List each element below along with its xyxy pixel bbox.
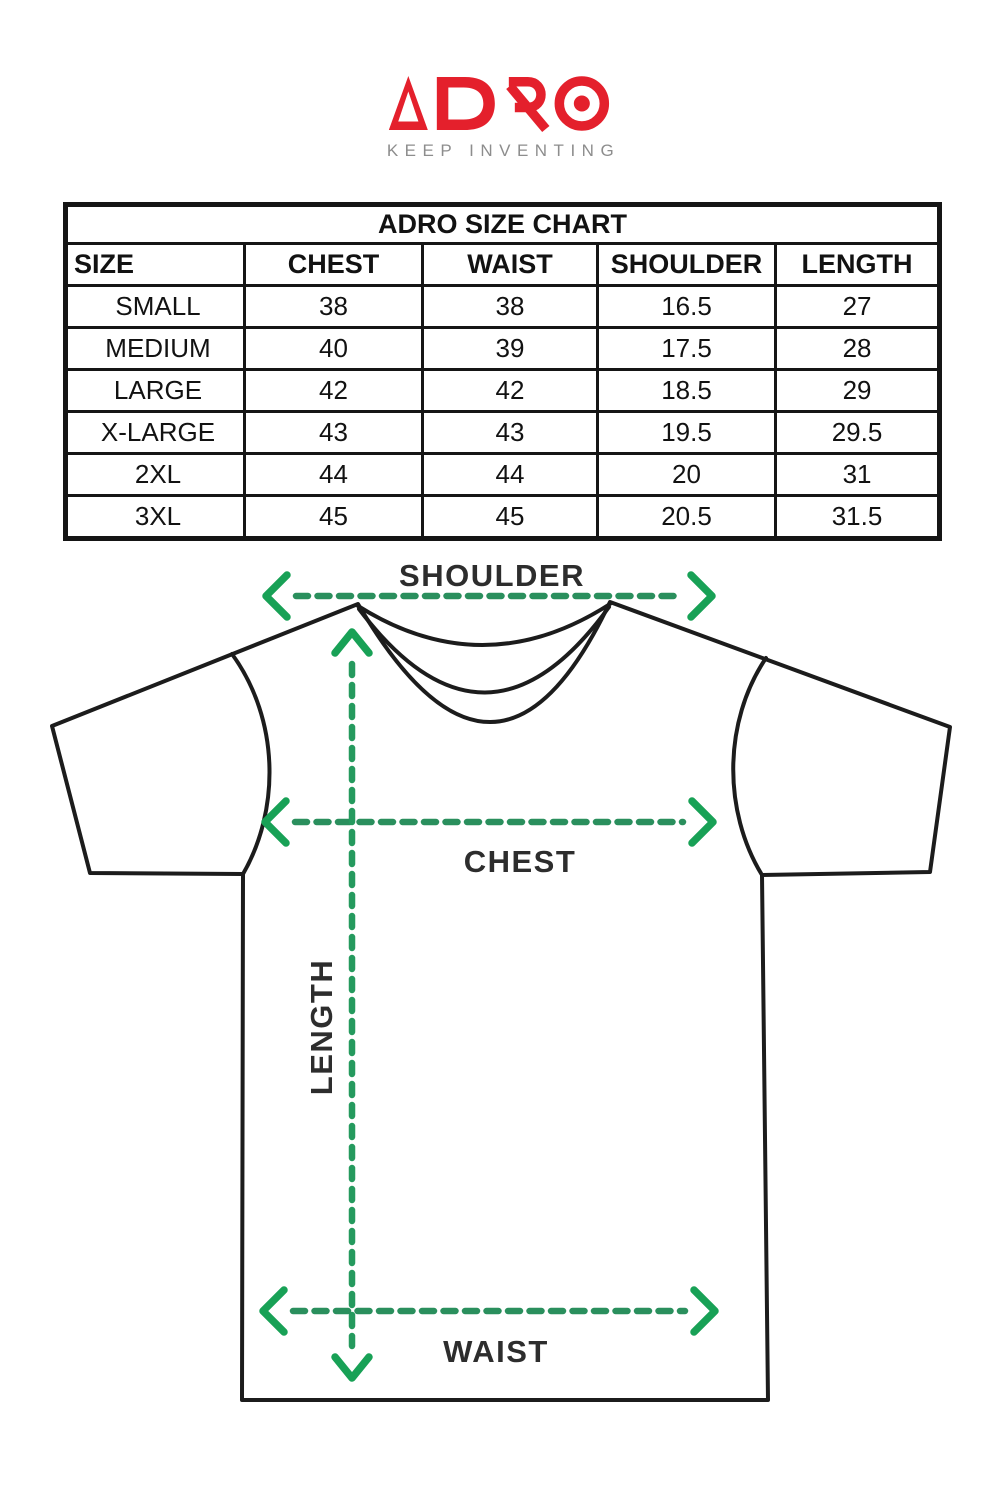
table-row-large: LARGE 42 42 18.5 29 bbox=[64, 368, 942, 413]
column-header-waist: WAIST bbox=[421, 242, 599, 287]
cell-chest: 45 bbox=[243, 494, 424, 540]
table-row-medium: MEDIUM 40 39 17.5 28 bbox=[64, 326, 942, 371]
logo-letter-a bbox=[389, 76, 428, 130]
cell-length: 31.5 bbox=[773, 494, 942, 540]
cell-size: SMALL bbox=[64, 284, 246, 329]
cell-waist: 45 bbox=[421, 494, 599, 540]
table-row-small: SMALL 38 38 16.5 27 bbox=[64, 284, 942, 329]
length-label: LENGTH bbox=[304, 958, 339, 1096]
cell-length: 29.5 bbox=[773, 410, 942, 455]
adro-logo-icon bbox=[389, 76, 610, 133]
cell-waist: 39 bbox=[421, 326, 599, 371]
arrow-left-chevron bbox=[262, 571, 291, 621]
table-row-3xl: 3XL 45 45 20.5 31.5 bbox=[64, 494, 942, 540]
cell-size: LARGE bbox=[64, 368, 246, 413]
cell-chest: 43 bbox=[243, 410, 424, 455]
cell-shoulder: 20.5 bbox=[596, 494, 777, 540]
cell-size: MEDIUM bbox=[64, 326, 246, 371]
tshirt-outline bbox=[50, 600, 952, 1402]
arrow-left-chevron bbox=[259, 1286, 288, 1336]
cell-shoulder: 17.5 bbox=[596, 326, 777, 371]
shoulder-label: SHOULDER bbox=[399, 558, 585, 593]
cell-size: 3XL bbox=[64, 494, 246, 540]
table-title-row: ADRO SIZE CHART bbox=[63, 203, 942, 245]
length-arrow bbox=[331, 628, 373, 1382]
cell-length: 31 bbox=[773, 452, 942, 497]
waist-label: WAIST bbox=[443, 1334, 549, 1369]
table-header-row: SIZE CHEST WAIST SHOULDER LENGTH bbox=[64, 242, 942, 287]
chest-label: CHEST bbox=[463, 844, 577, 879]
chest-arrow bbox=[261, 797, 717, 847]
logo-letter-d bbox=[437, 77, 495, 130]
logo-letter-o bbox=[554, 76, 610, 131]
table-row-2xl: 2XL 44 44 20 31 bbox=[64, 452, 942, 497]
cell-length: 29 bbox=[773, 368, 942, 413]
arrow-right-chevron bbox=[690, 1286, 719, 1336]
logo-letter-r bbox=[506, 77, 550, 133]
cell-chest: 38 bbox=[243, 284, 424, 329]
cell-shoulder: 16.5 bbox=[596, 284, 777, 329]
cell-waist: 44 bbox=[421, 452, 599, 497]
column-header-length: LENGTH bbox=[773, 242, 942, 287]
cell-chest: 40 bbox=[243, 326, 424, 371]
cell-shoulder: 20 bbox=[596, 452, 777, 497]
collar-arc-middle bbox=[357, 605, 611, 695]
cell-shoulder: 19.5 bbox=[596, 410, 777, 455]
tshirt-measurement-diagram bbox=[50, 571, 952, 1402]
arrow-right-chevron bbox=[688, 797, 717, 847]
cell-size: X-LARGE bbox=[64, 410, 246, 455]
column-header-size: SIZE bbox=[64, 242, 246, 287]
shoulder-arrow bbox=[262, 571, 716, 621]
cell-chest: 44 bbox=[243, 452, 424, 497]
cell-size: 2XL bbox=[64, 452, 246, 497]
collar-arc-inner bbox=[356, 602, 612, 647]
left-armhole-seam bbox=[230, 652, 272, 876]
column-header-chest: CHEST bbox=[243, 242, 424, 287]
column-header-shoulder: SHOULDER bbox=[596, 242, 777, 287]
size-chart-title: ADRO SIZE CHART bbox=[63, 203, 942, 245]
cell-waist: 42 bbox=[421, 368, 599, 413]
right-armhole-seam bbox=[731, 656, 768, 877]
arrow-down-chevron bbox=[331, 1353, 373, 1382]
cell-length: 27 bbox=[773, 284, 942, 329]
waist-arrow bbox=[259, 1286, 719, 1336]
size-chart-table: ADRO SIZE CHART SIZE CHEST WAIST SHOULDE… bbox=[63, 202, 943, 541]
cell-shoulder: 18.5 bbox=[596, 368, 777, 413]
arrow-left-chevron bbox=[261, 797, 290, 847]
cell-waist: 43 bbox=[421, 410, 599, 455]
brand-logo: KEEP INVENTING bbox=[380, 74, 620, 161]
arrow-right-chevron bbox=[687, 571, 716, 621]
arrow-up-chevron bbox=[331, 628, 373, 657]
cell-waist: 38 bbox=[421, 284, 599, 329]
cell-length: 28 bbox=[773, 326, 942, 371]
brand-tagline: KEEP INVENTING bbox=[386, 141, 621, 160]
table-row-xlarge: X-LARGE 43 43 19.5 29.5 bbox=[64, 410, 942, 455]
cell-chest: 42 bbox=[243, 368, 424, 413]
